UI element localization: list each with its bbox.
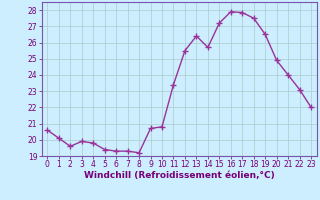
X-axis label: Windchill (Refroidissement éolien,°C): Windchill (Refroidissement éolien,°C) bbox=[84, 171, 275, 180]
